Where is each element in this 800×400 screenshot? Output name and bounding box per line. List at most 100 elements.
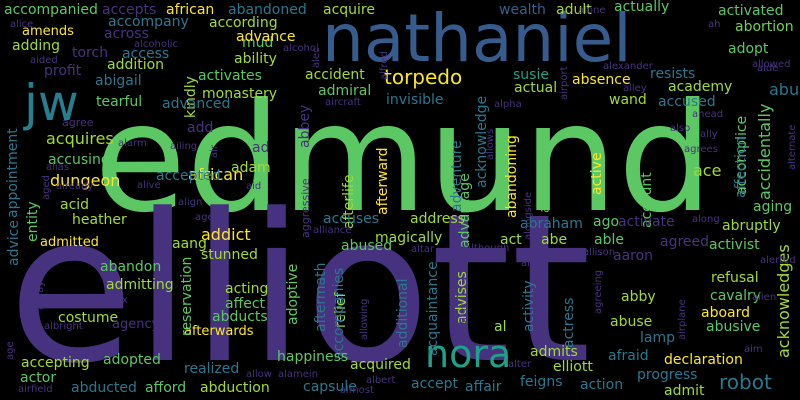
word-ad: ad: [252, 140, 270, 156]
word-refusal: refusal: [711, 270, 759, 286]
word-affect: affect: [225, 296, 266, 312]
word-alarm: alarm: [118, 138, 147, 149]
word-stunned: stunned: [201, 247, 258, 263]
word-alliance: alliance: [313, 225, 352, 236]
word-accompanies: accompanies: [331, 267, 347, 360]
word-tearful: tearful: [96, 94, 143, 110]
word-afford: afford: [145, 380, 187, 396]
word-admits: admits: [530, 344, 578, 360]
word-magically: magically: [375, 230, 443, 246]
word-profit: profit: [44, 63, 82, 79]
word-airport: airport: [559, 66, 570, 100]
word-abandoned: abandoned: [228, 2, 307, 18]
word-additional: additional: [395, 278, 411, 348]
word-amends: amends: [22, 24, 74, 39]
word-activity: activity: [521, 280, 537, 332]
word-wand: wand: [609, 92, 647, 108]
word-acquaintance: acquaintance: [425, 261, 441, 356]
word-activist: activist: [709, 237, 760, 253]
word-adopted: adopted: [103, 352, 161, 368]
word-monastery: monastery: [202, 86, 278, 102]
word-agreed: agreed: [660, 234, 710, 250]
word-aid: aid: [246, 181, 262, 192]
word-accepted: accepted: [156, 168, 221, 184]
word-ago: ago: [593, 214, 620, 230]
word-alert: alert: [459, 302, 470, 326]
word-air: air: [209, 144, 220, 158]
word-accepts: accepts: [102, 2, 157, 18]
word-alcohol: alcohol: [283, 43, 319, 54]
word-agent: agent: [195, 212, 224, 223]
word-adoptive: adoptive: [285, 263, 301, 325]
word-already: already: [56, 181, 94, 192]
word-accepting: accepting: [21, 355, 90, 371]
word-addition: addition: [107, 57, 165, 73]
word-adam: adam: [231, 160, 271, 176]
word-african-2: african: [188, 165, 244, 184]
word-abducted: abducted: [71, 380, 137, 396]
word-allowed: allowed: [752, 59, 791, 70]
word-accompanied: accompanied: [4, 2, 98, 18]
word-acquired: acquired: [350, 357, 411, 373]
word-actress: actress: [561, 297, 577, 348]
word-alone: alone: [578, 5, 606, 16]
word-acting: acting: [225, 281, 269, 297]
word-aggressive: aggressive: [299, 178, 312, 238]
word-african: african: [166, 2, 215, 18]
word-afraid: afraid: [608, 348, 649, 364]
word-ah: ah: [708, 19, 721, 30]
word-abduction: abduction: [200, 380, 270, 396]
word-abused: abused: [341, 238, 393, 254]
word-alan: alan: [521, 258, 543, 269]
word-acquires: acquires: [46, 129, 114, 148]
word-afterwards: afterwards: [184, 324, 254, 339]
word-abuse: abuse: [610, 314, 653, 330]
word-aang: aang: [172, 236, 207, 252]
word-wealth: wealth: [499, 2, 546, 18]
word-realized: realized: [184, 361, 240, 377]
word-advanced: advanced: [162, 96, 231, 112]
word-accusing: accusing: [48, 152, 110, 168]
word-acid: acid: [60, 197, 90, 213]
word-activated: activated: [718, 3, 784, 19]
word-costume: costume: [58, 310, 119, 326]
word-accidentally: accidentally: [755, 103, 774, 200]
word-aftermath: aftermath: [313, 262, 329, 332]
word-abandoning: abandoning: [504, 135, 520, 218]
word-albright: albright: [44, 321, 83, 332]
word-mud: mud: [242, 35, 274, 51]
word-alec: alec: [311, 47, 322, 68]
word-adult: adult: [556, 2, 592, 18]
word-afterward: afterward: [375, 147, 391, 215]
word-ahead: ahead: [692, 109, 724, 120]
word-feigns: feigns: [520, 374, 563, 390]
word-heather: heather: [72, 212, 127, 228]
word-alley: alley: [623, 83, 647, 94]
word-absence: absence: [572, 72, 631, 88]
word-abu: abu: [769, 80, 800, 99]
word-abusive: abusive: [706, 319, 761, 335]
word-progress: progress: [637, 367, 698, 383]
word-aircraft: aircraft: [325, 97, 361, 108]
word-nora: nora: [425, 332, 512, 376]
word-allow: allow: [246, 369, 272, 380]
word-academy: academy: [668, 79, 733, 95]
word-accuses: accuses: [323, 211, 380, 227]
word-nathaniel: nathaniel: [322, 0, 632, 77]
word-accused: accused: [658, 94, 716, 110]
word-airfield: airfield: [18, 384, 53, 395]
word-affair: affair: [465, 379, 502, 395]
word-admit: admit: [664, 383, 705, 399]
word-dungeon: dungeon: [50, 171, 121, 190]
word-admitting: admitting: [106, 277, 174, 293]
word-abruptly: abruptly: [722, 218, 781, 234]
word-admitted: admitted: [40, 235, 99, 250]
word-admiral: admiral: [318, 83, 372, 99]
word-susie: susie: [513, 67, 549, 83]
word-actor: actor: [20, 370, 57, 386]
word-alien: alien: [752, 292, 777, 303]
word-alexander: alexander: [603, 61, 653, 72]
word-address: address: [410, 211, 466, 227]
word-although: although: [465, 243, 510, 254]
